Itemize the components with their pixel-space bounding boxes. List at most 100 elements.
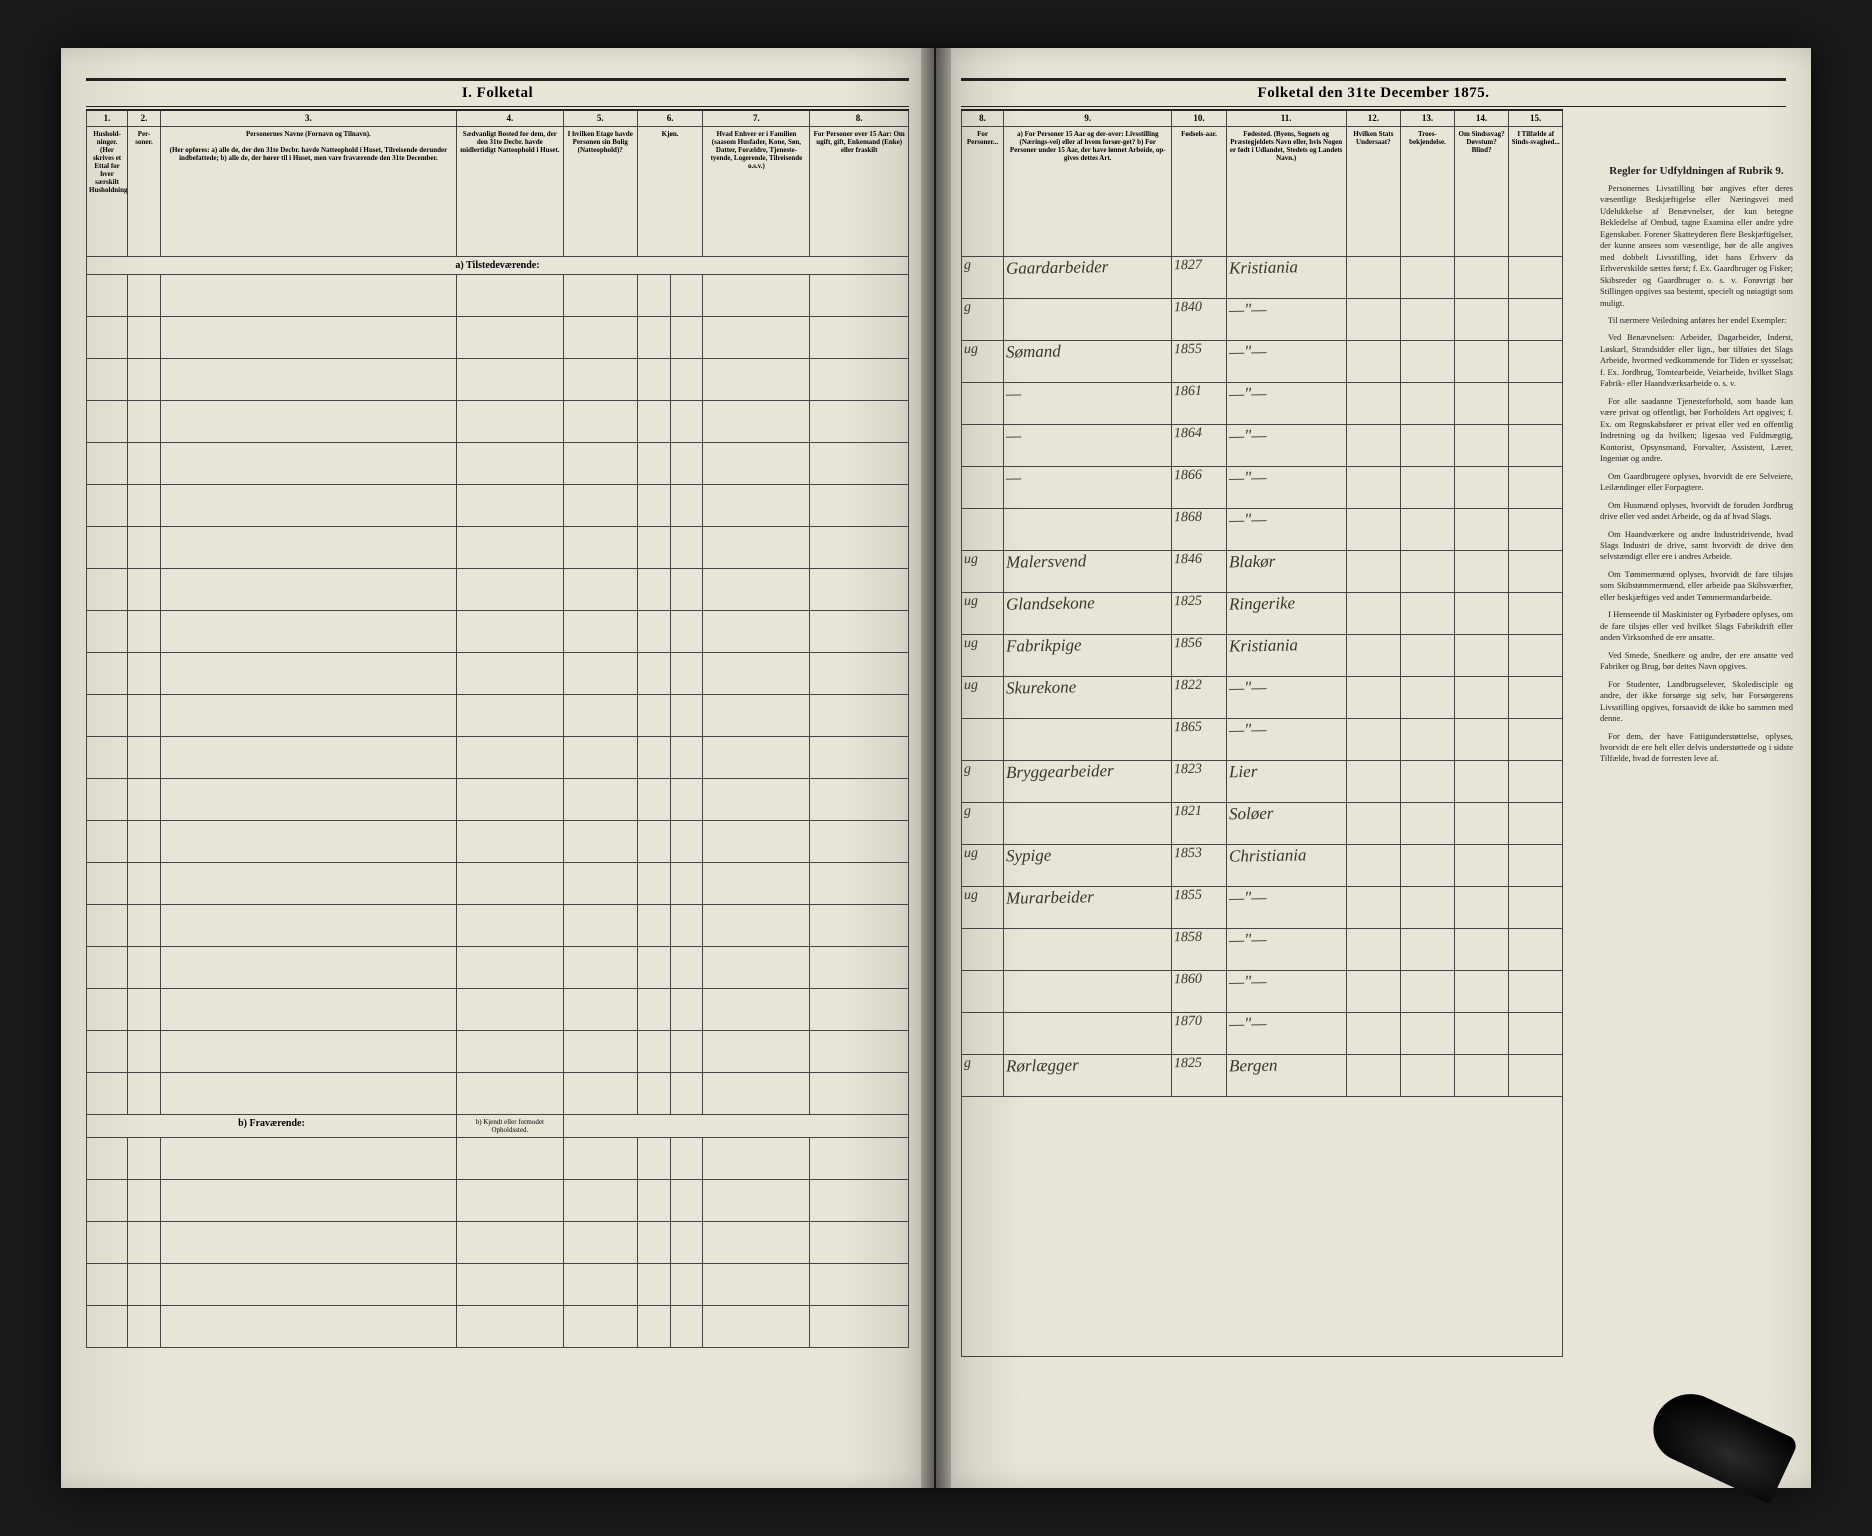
- table-row: [87, 904, 909, 946]
- cell-birthplace: Kristiania: [1226, 256, 1346, 298]
- table-row: [87, 442, 909, 484]
- cell-birthyear: 1861: [1172, 382, 1226, 424]
- table-row: [87, 736, 909, 778]
- rubric-p6: Om Husmænd oplyses, hvorvidt de foruden …: [1600, 500, 1793, 523]
- h1: Hushold-ninger.(Her skrives et Ettal for…: [87, 126, 128, 256]
- right-title: Folketal den 31te December 1875.: [961, 78, 1786, 107]
- table-row: [87, 274, 909, 316]
- table-row: [87, 946, 909, 988]
- cell-marital: g: [962, 760, 1004, 802]
- coln-5: 5.: [563, 110, 637, 126]
- table-row: ugGlandsekone1825Ringerike: [962, 592, 1563, 634]
- cell-birthplace: Ringerike: [1226, 592, 1346, 634]
- rh8: For Personer...: [962, 126, 1004, 256]
- coln-7: 7.: [703, 110, 810, 126]
- cell-occupation: [1004, 928, 1172, 970]
- rh15: I Tilfælde af Sinds-svaghed...: [1509, 126, 1563, 256]
- table-row: 1860—"—: [962, 970, 1563, 1012]
- cell-birthplace: —"—: [1226, 508, 1346, 550]
- table-row: —1861—"—: [962, 382, 1563, 424]
- cell-birthplace: Bergen: [1226, 1054, 1346, 1096]
- rh9: a) For Personer 15 Aar og der-over: Livs…: [1004, 126, 1172, 256]
- coln-2: 2.: [128, 110, 161, 126]
- left-col-numbers: 1. 2. 3. 4. 5. 6. 7. 8.: [87, 110, 909, 126]
- cell-birthplace: Lier: [1226, 760, 1346, 802]
- cell-birthyear: 1846: [1172, 550, 1226, 592]
- coln-8: 8.: [810, 110, 909, 126]
- rubric-p10: Ved Smede, Snedkere og andre, der ere an…: [1600, 650, 1793, 673]
- cell-birthplace: —"—: [1226, 340, 1346, 382]
- cell-occupation: Sypige: [1004, 844, 1172, 886]
- cell-marital: g: [962, 1054, 1004, 1096]
- rh12: Hvilken Stats Undersaat?: [1346, 126, 1400, 256]
- right-data-rows: gGaardarbeider1827Kristianiag1840—"—ugSø…: [962, 256, 1563, 1096]
- rubric-p11: For Studenter, Landbrugselever, Skoledis…: [1600, 679, 1793, 725]
- table-row: gRørlægger1825Bergen: [962, 1054, 1563, 1096]
- table-row: [87, 568, 909, 610]
- cell-marital: ug: [962, 634, 1004, 676]
- cell-occupation: [1004, 298, 1172, 340]
- cell-birthyear: 1860: [1172, 970, 1226, 1012]
- rcol-8: 8.: [962, 110, 1004, 126]
- table-row: [87, 1137, 909, 1179]
- table-row: 1868—"—: [962, 508, 1563, 550]
- rubric-p3: Ved Benævnelsen: Arbeider, Dagarbeider, …: [1600, 332, 1793, 389]
- cell-marital: [962, 718, 1004, 760]
- cell-occupation: Fabrikpige: [1004, 634, 1172, 676]
- table-row: [87, 1305, 909, 1347]
- rubric-p12: For dem, der have Fattigunderstøttelse, …: [1600, 731, 1793, 765]
- table-row: ugSkurekone1822—"—: [962, 676, 1563, 718]
- table-row: [87, 526, 909, 568]
- right-header-row: For Personer... a) For Personer 15 Aar o…: [962, 126, 1563, 256]
- table-row: 1870—"—: [962, 1012, 1563, 1054]
- table-row: [87, 358, 909, 400]
- cell-marital: [962, 928, 1004, 970]
- cell-birthplace: —"—: [1226, 718, 1346, 760]
- table-row: [87, 316, 909, 358]
- cell-marital: g: [962, 256, 1004, 298]
- cell-birthyear: 1825: [1172, 592, 1226, 634]
- rcol-9: 9.: [1004, 110, 1172, 126]
- rcol-11: 11.: [1226, 110, 1346, 126]
- cell-marital: ug: [962, 676, 1004, 718]
- cell-birthyear: 1858: [1172, 928, 1226, 970]
- cell-occupation: —: [1004, 382, 1172, 424]
- right-page: Folketal den 31te December 1875. 8. 9. 1…: [936, 48, 1811, 1488]
- section-a-row: a) Tilstedeværende:: [87, 256, 909, 274]
- cell-birthplace: —"—: [1226, 424, 1346, 466]
- cell-marital: [962, 508, 1004, 550]
- cell-birthyear: 1856: [1172, 634, 1226, 676]
- cell-occupation: Sømand: [1004, 340, 1172, 382]
- table-row: ugSømand1855—"—: [962, 340, 1563, 382]
- cell-birthyear: 1822: [1172, 676, 1226, 718]
- cell-birthplace: —"—: [1226, 1012, 1346, 1054]
- table-row: [87, 652, 909, 694]
- table-row: [87, 484, 909, 526]
- cell-birthplace: —"—: [1226, 676, 1346, 718]
- left-header-row: Hushold-ninger.(Her skrives et Ettal for…: [87, 126, 909, 256]
- cell-occupation: Skurekone: [1004, 676, 1172, 718]
- coln-1: 1.: [87, 110, 128, 126]
- h3: Personernes Navne (Fornavn og Tilnavn).(…: [160, 126, 456, 256]
- table-row: ugMurarbeider1855—"—: [962, 886, 1563, 928]
- table-row: [87, 694, 909, 736]
- cell-birthplace: Soløer: [1226, 802, 1346, 844]
- cell-occupation: [1004, 508, 1172, 550]
- cell-birthyear: 1865: [1172, 718, 1226, 760]
- rcol-10: 10.: [1172, 110, 1226, 126]
- cell-birthplace: —"—: [1226, 298, 1346, 340]
- cell-occupation: —: [1004, 424, 1172, 466]
- cell-birthplace: Blakør: [1226, 550, 1346, 592]
- cell-birthyear: 1855: [1172, 886, 1226, 928]
- cell-birthplace: Christiania: [1226, 844, 1346, 886]
- table-row: —1866—"—: [962, 466, 1563, 508]
- cell-birthyear: 1827: [1172, 256, 1226, 298]
- cell-marital: ug: [962, 550, 1004, 592]
- table-row: g1821Soløer: [962, 802, 1563, 844]
- table-row: [87, 778, 909, 820]
- left-absent-rows: [87, 1137, 909, 1347]
- cell-birthplace: —"—: [1226, 886, 1346, 928]
- table-row: gBryggearbeider1823Lier: [962, 760, 1563, 802]
- rubric-column-16: Regler for Udfyldningen af Rubrik 9. Per…: [1594, 158, 1799, 777]
- cell-marital: ug: [962, 886, 1004, 928]
